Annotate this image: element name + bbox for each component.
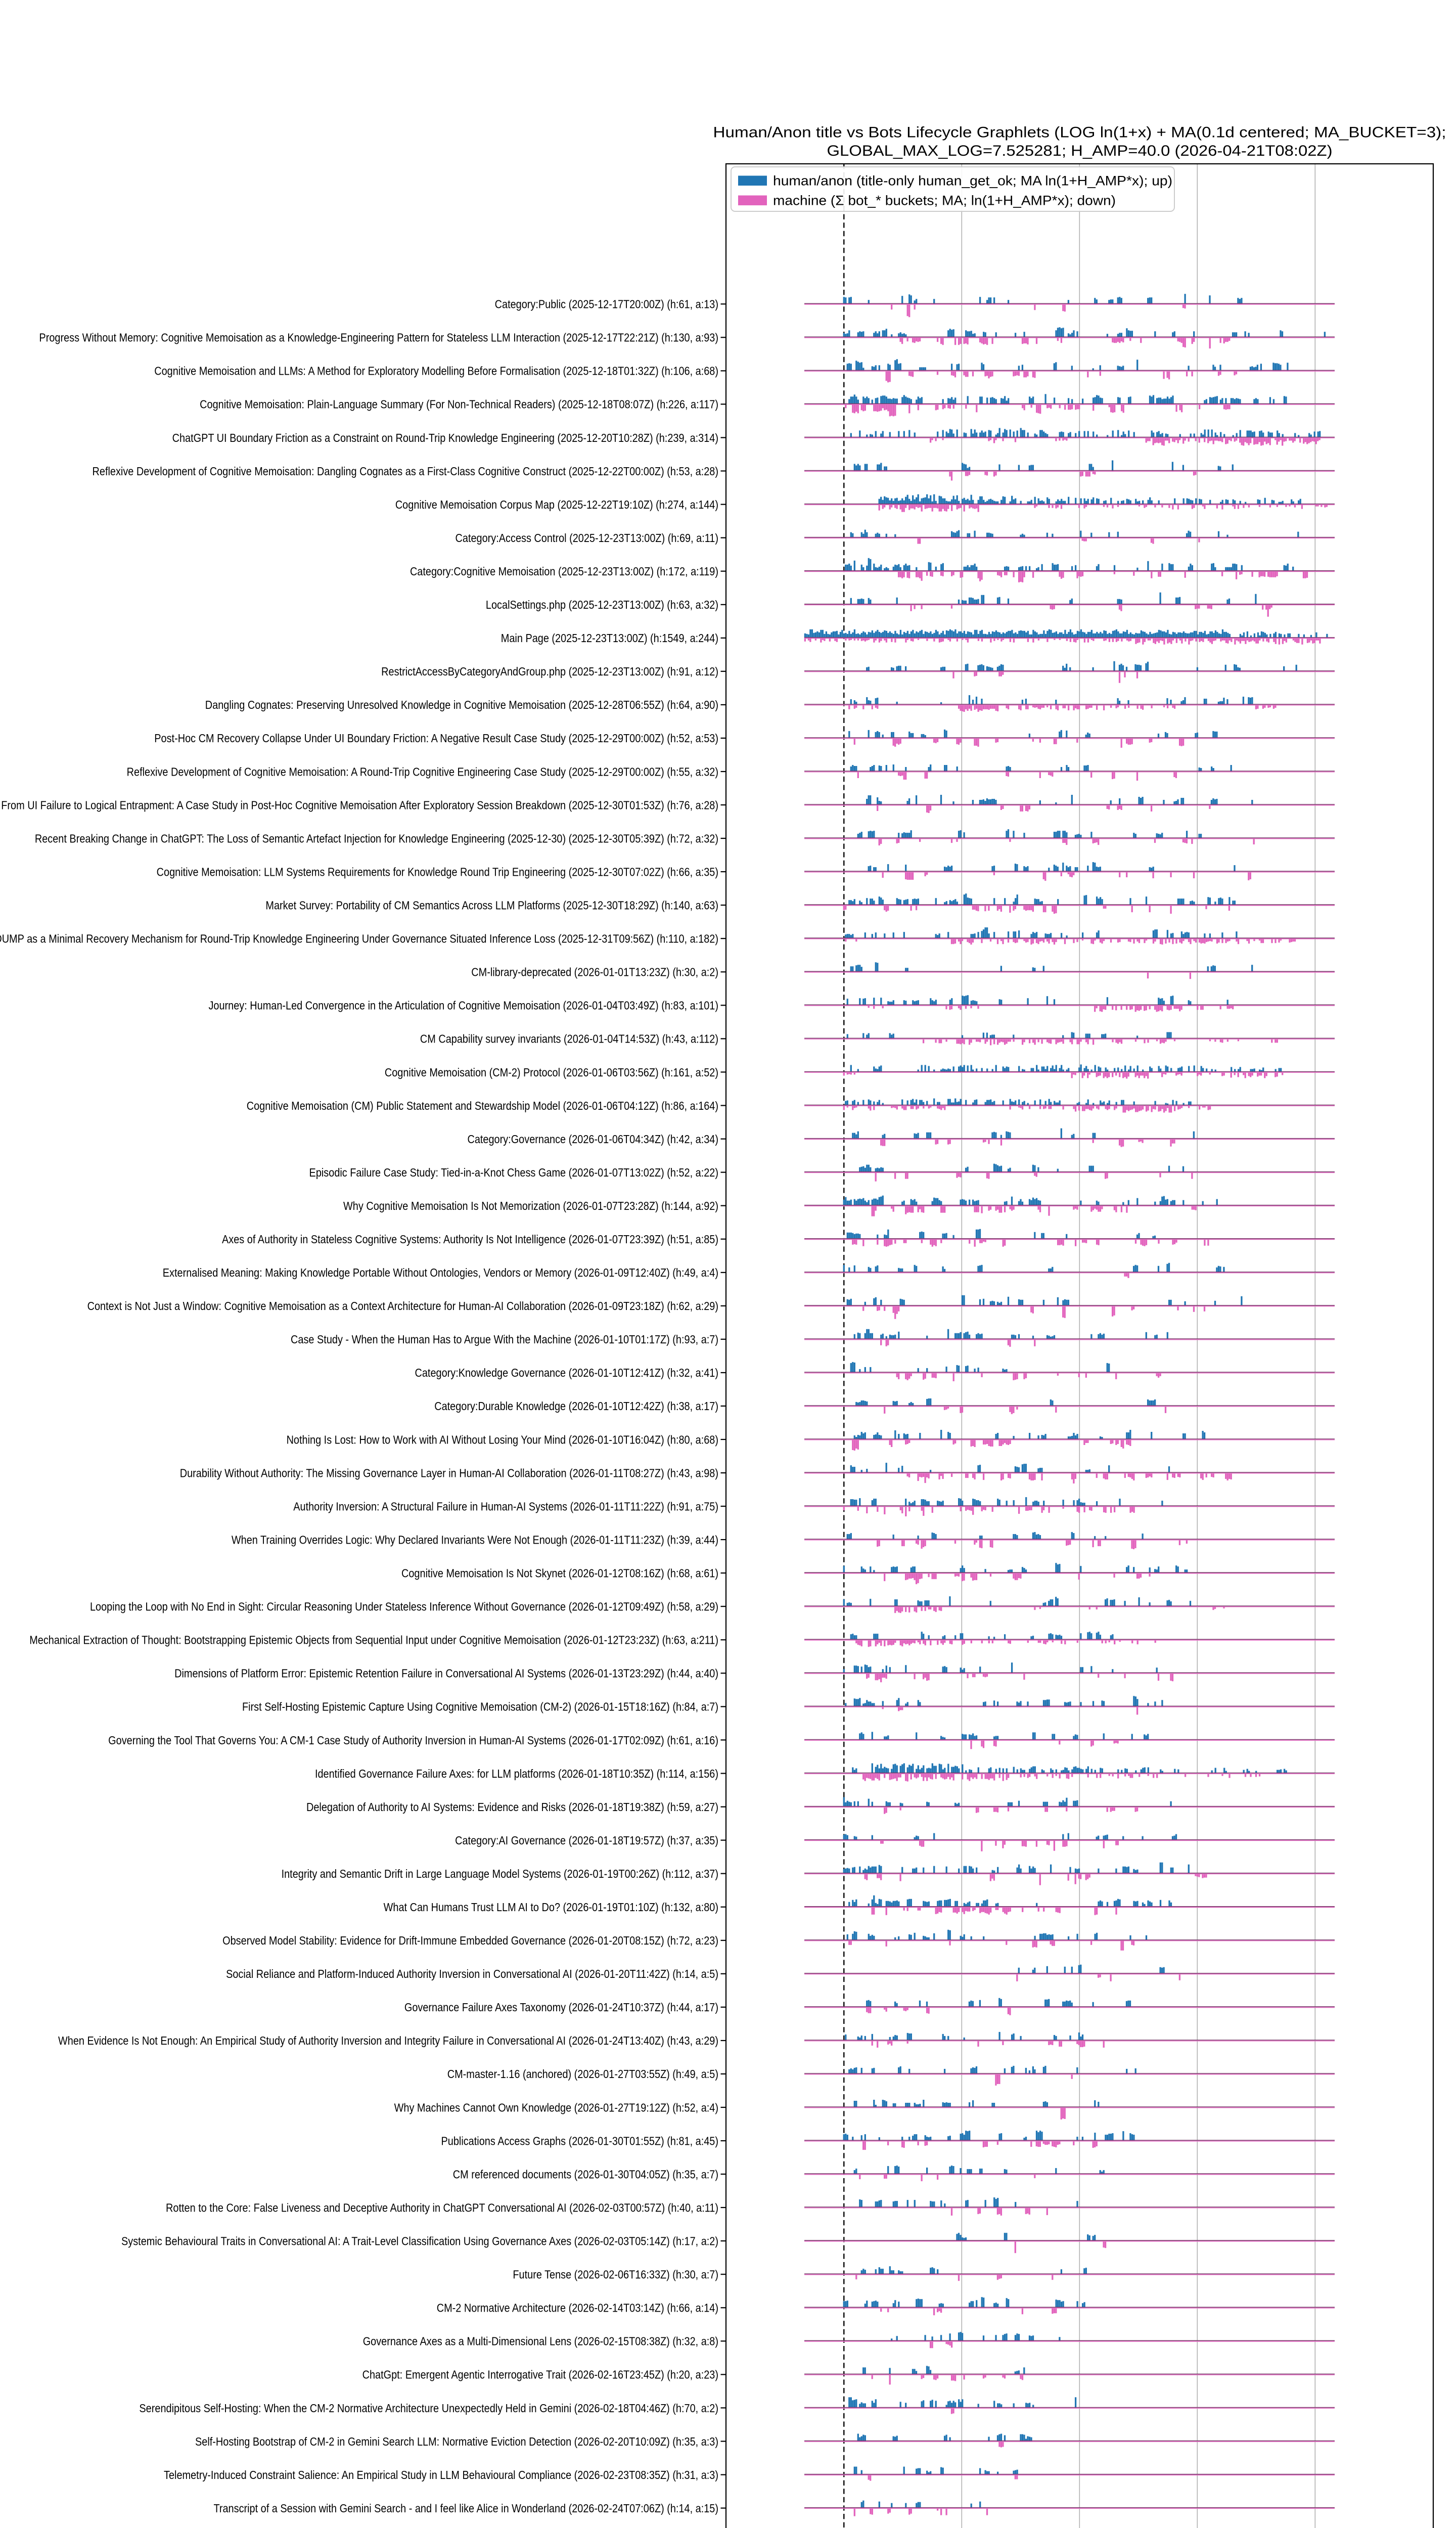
svg-text:Telemetry-Induced Constraint S: Telemetry-Induced Constraint Salience: A… bbox=[164, 2468, 718, 2481]
svg-text:Social Reliance and Platform-I: Social Reliance and Platform-Induced Aut… bbox=[226, 1967, 718, 1981]
svg-text:CM-library-deprecated (2026-01: CM-library-deprecated (2026-01-01T13:23Z… bbox=[471, 965, 718, 979]
svg-text:Cognitive Memoisation: LLM Sys: Cognitive Memoisation: LLM Systems Requi… bbox=[157, 865, 718, 879]
svg-text:Recent Breaking Change in Chat: Recent Breaking Change in ChatGPT: The L… bbox=[35, 832, 718, 845]
svg-text:Delegation of Authority to AI: Delegation of Authority to AI Systems: E… bbox=[306, 1800, 718, 1814]
svg-text:LocalSettings.php (2025-12-23T: LocalSettings.php (2025-12-23T13:00Z) (h… bbox=[486, 598, 718, 611]
svg-text:RestrictAccessByCategoryAndGro: RestrictAccessByCategoryAndGroup.php (20… bbox=[381, 665, 718, 679]
svg-text:machine (Σ bot_* buckets; MA;: machine (Σ bot_* buckets; MA; ln(1+H_AMP… bbox=[773, 193, 1116, 208]
svg-text:Main Page (2025-12-23T13:00Z): Main Page (2025-12-23T13:00Z) (h:1549, a… bbox=[501, 631, 718, 645]
svg-text:Cognitive Memoisation (CM) Pub: Cognitive Memoisation (CM) Public Statem… bbox=[247, 1099, 718, 1112]
svg-text:Serendipitous Self-Hosting: Wh: Serendipitous Self-Hosting: When the CM-… bbox=[139, 2401, 718, 2415]
svg-text:Market Survey: Portability of: Market Survey: Portability of CM Semanti… bbox=[265, 898, 718, 912]
svg-text:XDUMP as a Minimal Recovery Me: XDUMP as a Minimal Recovery Mechanism fo… bbox=[0, 932, 718, 945]
svg-text:Reflexive Development of Cogni: Reflexive Development of Cognitive Memoi… bbox=[93, 464, 718, 478]
svg-text:Dangling Cognates: Preserving: Dangling Cognates: Preserving Unresolved… bbox=[205, 698, 718, 712]
svg-text:Systemic Behavioural Traits in: Systemic Behavioural Traits in Conversat… bbox=[121, 2234, 718, 2248]
svg-text:Progress Without Memory: Cogni: Progress Without Memory: Cognitive Memoi… bbox=[39, 331, 718, 344]
svg-text:Journey: Human-Led Convergence: Journey: Human-Led Convergence in the Ar… bbox=[208, 999, 718, 1012]
svg-text:Post-Hoc CM Recovery Collapse: Post-Hoc CM Recovery Collapse Under UI B… bbox=[154, 732, 718, 745]
svg-text:Dimensions of Platform Error:: Dimensions of Platform Error: Epistemic … bbox=[174, 1666, 718, 1680]
svg-text:Mechanical Extraction of Thoug: Mechanical Extraction of Thought: Bootst… bbox=[29, 1633, 718, 1647]
svg-text:Cognitive Memoisation Corpus M: Cognitive Memoisation Corpus Map (2025-1… bbox=[395, 498, 718, 511]
svg-text:Observed Model Stability: Evid: Observed Model Stability: Evidence for D… bbox=[222, 1934, 718, 1948]
svg-text:Identified Governance Failure: Identified Governance Failure Axes: for … bbox=[315, 1767, 718, 1780]
svg-text:Category:Public (2025-12-17T20: Category:Public (2025-12-17T20:00Z) (h:6… bbox=[495, 297, 718, 311]
svg-text:Context is Not Just a Window:: Context is Not Just a Window: Cognitive … bbox=[87, 1299, 718, 1313]
svg-text:Externalised Meaning: Making K: Externalised Meaning: Making Knowledge P… bbox=[163, 1266, 718, 1280]
svg-text:Rotten to the Core: False Live: Rotten to the Core: False Liveness and D… bbox=[166, 2201, 718, 2215]
svg-text:Looping the Loop with No End i: Looping the Loop with No End in Sight: C… bbox=[90, 1600, 718, 1613]
svg-text:When Training Overrides Logic:: When Training Overrides Logic: Why Decla… bbox=[232, 1533, 718, 1547]
svg-text:Authority Inversion: A Structu: Authority Inversion: A Structural Failur… bbox=[293, 1500, 718, 1513]
svg-text:Cognitive Memoisation (CM-2) P: Cognitive Memoisation (CM-2) Protocol (2… bbox=[385, 1065, 718, 1079]
svg-text:Why Cognitive Memoisation Is N: Why Cognitive Memoisation Is Not Memoriz… bbox=[343, 1199, 718, 1212]
svg-text:Transcript of a Session with G: Transcript of a Session with Gemini Sear… bbox=[213, 2501, 718, 2515]
svg-text:Governance Axes as a Multi-Dim: Governance Axes as a Multi-Dimensional L… bbox=[363, 2334, 718, 2348]
svg-text:GLOBAL_MAX_LOG=7.525281; H_AMP: GLOBAL_MAX_LOG=7.525281; H_AMP=40.0 (202… bbox=[827, 143, 1333, 159]
svg-text:From UI Failure to Logical Ent: From UI Failure to Logical Entrapment: A… bbox=[1, 798, 718, 812]
svg-text:Nothing Is Lost: How to Work w: Nothing Is Lost: How to Work with AI Wit… bbox=[287, 1433, 718, 1447]
svg-text:Governing the Tool That Govern: Governing the Tool That Governs You: A C… bbox=[108, 1733, 718, 1747]
svg-text:ChatGpt: Emergent Agentic Inte: ChatGpt: Emergent Agentic Interrogative … bbox=[362, 2368, 718, 2381]
svg-text:Category:Knowledge Governance: Category:Knowledge Governance (2026-01-1… bbox=[415, 1366, 718, 1380]
svg-text:Reflexive Development of Cogni: Reflexive Development of Cognitive Memoi… bbox=[127, 765, 718, 779]
svg-text:Episodic Failure Case Study: T: Episodic Failure Case Study: Tied-in-a-K… bbox=[309, 1165, 718, 1179]
svg-text:Durability Without Authority:: Durability Without Authority: The Missin… bbox=[180, 1466, 718, 1480]
svg-text:Future Tense (2026-02-06T16:33: Future Tense (2026-02-06T16:33Z) (h:30, … bbox=[513, 2268, 718, 2281]
svg-text:human/anon (title-only human_g: human/anon (title-only human_get_ok; MA … bbox=[773, 173, 1172, 189]
svg-text:Self-Hosting Bootstrap of CM-2: Self-Hosting Bootstrap of CM-2 in Gemini… bbox=[195, 2434, 718, 2448]
svg-text:When Evidence Is Not Enough: A: When Evidence Is Not Enough: An Empirica… bbox=[58, 2034, 718, 2048]
svg-text:Category:Durable Knowledge (20: Category:Durable Knowledge (2026-01-10T1… bbox=[434, 1400, 718, 1413]
svg-text:Case Study - When the Human Ha: Case Study - When the Human Has to Argue… bbox=[291, 1333, 718, 1346]
svg-text:CM Capability survey invariant: CM Capability survey invariants (2026-01… bbox=[420, 1032, 718, 1046]
svg-text:Axes of Authority in Stateless: Axes of Authority in Stateless Cognitive… bbox=[222, 1232, 718, 1246]
svg-text:Cognitive Memoisation and LLMs: Cognitive Memoisation and LLMs: A Method… bbox=[154, 364, 718, 378]
svg-text:ChatGPT UI Boundary Friction a: ChatGPT UI Boundary Friction as a Constr… bbox=[172, 431, 718, 444]
svg-text:CM-master-1.16 (anchored) (202: CM-master-1.16 (anchored) (2026-01-27T03… bbox=[447, 2067, 718, 2081]
svg-text:Integrity and Semantic Drift i: Integrity and Semantic Drift in Large La… bbox=[282, 1867, 718, 1880]
svg-text:What Can Humans Trust LLM AI t: What Can Humans Trust LLM AI to Do? (202… bbox=[384, 1900, 718, 1914]
svg-text:Publications Access Graphs (20: Publications Access Graphs (2026-01-30T0… bbox=[441, 2134, 718, 2148]
svg-text:Category:Cognitive Memoisation: Category:Cognitive Memoisation (2025-12-… bbox=[410, 564, 718, 578]
svg-text:CM-2 Normative Architecture (2: CM-2 Normative Architecture (2026-02-14T… bbox=[437, 2301, 718, 2315]
svg-text:Why Machines Cannot Own Knowle: Why Machines Cannot Own Knowledge (2026-… bbox=[394, 2101, 718, 2114]
svg-text:Cognitive Memoisation: Plain-L: Cognitive Memoisation: Plain-Language Su… bbox=[200, 397, 718, 411]
svg-text:CM referenced documents (2026-: CM referenced documents (2026-01-30T04:0… bbox=[453, 2168, 718, 2181]
svg-text:First Self-Hosting Epistemic C: First Self-Hosting Epistemic Capture Usi… bbox=[242, 1700, 718, 1713]
svg-text:Governance Failure Axes Taxono: Governance Failure Axes Taxonomy (2026-0… bbox=[404, 2001, 718, 2014]
svg-text:Human/Anon title vs Bots Lifec: Human/Anon title vs Bots Lifecycle Graph… bbox=[713, 124, 1446, 141]
svg-text:Category:Access Control (2025-: Category:Access Control (2025-12-23T13:0… bbox=[456, 531, 718, 545]
svg-text:Cognitive Memoisation Is Not S: Cognitive Memoisation Is Not Skynet (202… bbox=[401, 1566, 718, 1580]
svg-text:Category:Governance (2026-01-0: Category:Governance (2026-01-06T04:34Z) … bbox=[467, 1132, 718, 1146]
svg-text:Category:AI Governance (2026-0: Category:AI Governance (2026-01-18T19:57… bbox=[455, 1833, 718, 1847]
